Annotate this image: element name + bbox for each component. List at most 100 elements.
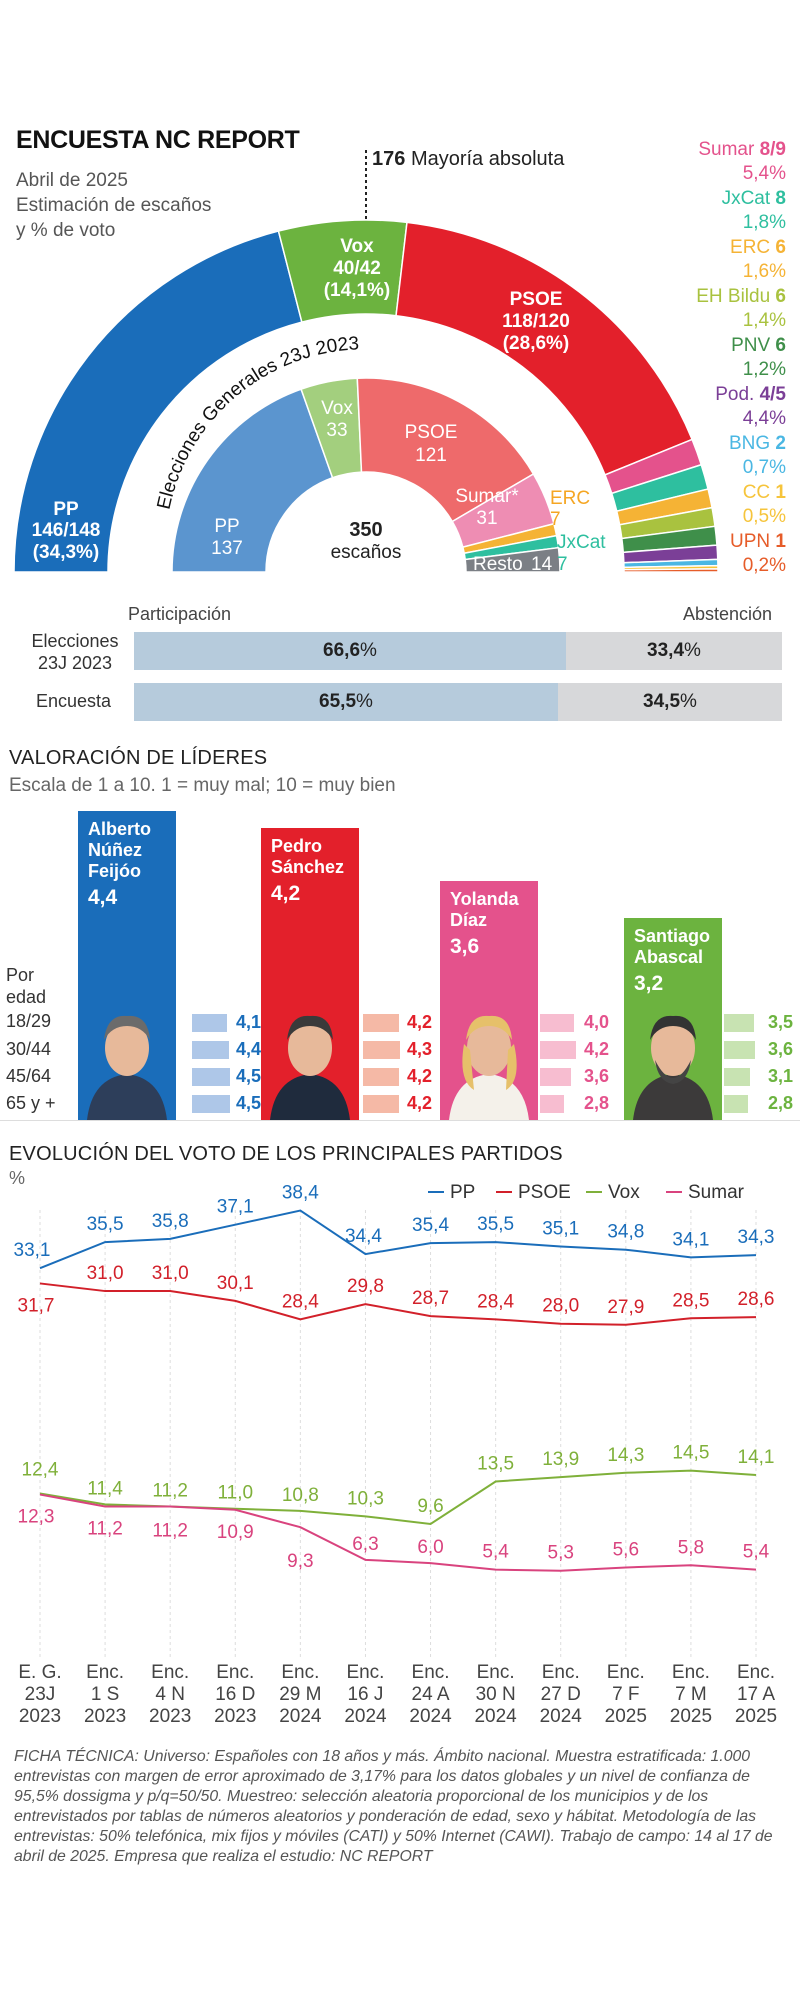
leader-score: 4,2 (271, 882, 301, 905)
vox-outer-name: Vox (340, 236, 374, 257)
psoe-outer-pct: (28,6%) (503, 333, 570, 354)
x-tick-label: 7 M (675, 1684, 707, 1705)
abstention-value: 34,5 (643, 691, 681, 712)
sumar-inner-seats: 31 (476, 508, 497, 529)
legend-party-seats: 1 (775, 482, 786, 503)
data-label: 11,4 (87, 1478, 123, 1499)
arc-resto-inner (464, 546, 561, 573)
age-value: 4,1 (236, 1012, 262, 1032)
legend-label: PSOE (518, 1182, 571, 1203)
leader-name: Pedro Sánchez (271, 836, 355, 878)
x-tick-label: 17 A (737, 1684, 775, 1705)
data-label: 28,6 (738, 1289, 775, 1310)
legend-party-pct: 4,4% (742, 408, 786, 429)
jxcat-inner-name: JxCat (557, 532, 606, 553)
x-tick-label: 2024 (474, 1706, 517, 1727)
data-label: 27,9 (607, 1297, 644, 1318)
legend-item: EH Bildu 6 1,4% (646, 285, 786, 334)
pp-inner-seats: 137 (211, 538, 243, 559)
erc-inner-name: ERC (550, 488, 590, 509)
data-label: 5,8 (678, 1537, 704, 1558)
legend-name-seats: EH Bildu 6 (646, 285, 786, 309)
legend-name-seats: JxCat 8 (646, 187, 786, 211)
age-bar (540, 1068, 571, 1086)
x-tick-label: Enc. (737, 1662, 775, 1683)
row-label-survey: Encuesta (36, 691, 112, 711)
data-label: 14,5 (672, 1443, 709, 1464)
legend-item: BNG 2 0,7% (646, 432, 786, 481)
x-tick-label: 29 M (279, 1684, 321, 1705)
legend-party-pct: 1,6% (742, 261, 786, 282)
leaders-title: VALORACIÓN DE LÍDERES (9, 747, 268, 769)
data-label: 6,3 (352, 1534, 378, 1555)
data-label: 10,8 (282, 1485, 319, 1506)
data-label: 33,1 (14, 1240, 51, 1261)
total-seats-number: 350 (349, 519, 382, 541)
data-label: 5,6 (613, 1539, 639, 1560)
abstention-bar-survey: 34,5% (558, 683, 782, 721)
legend-party-seats: 2 (775, 433, 786, 454)
legend-party-name: EH Bildu (696, 286, 776, 307)
leader-name: Yolanda Díaz (450, 889, 534, 931)
participation-header: Participación (128, 604, 232, 624)
abstention-header: Abstención (682, 604, 772, 624)
leaders-subtitle: Escala de 1 a 10. 1 = muy mal; 10 = muy … (9, 775, 396, 796)
data-label: 9,3 (287, 1551, 313, 1572)
legend-name-seats: BNG 2 (646, 432, 786, 456)
subtitle-line: Estimación de escaños (16, 195, 212, 216)
participation-bar-survey: 65,5% (134, 683, 558, 721)
legend-party-seats: 8/9 (759, 139, 786, 160)
x-tick-label: Enc. (346, 1662, 384, 1683)
leader-name: Alberto Núñez Feijóo (88, 819, 172, 882)
legend-item: Sumar 8/9 5,4% (646, 138, 786, 187)
vox-inner-seats: 33 (326, 420, 347, 441)
data-label: 28,5 (672, 1290, 709, 1311)
legend-party-seats: 1 (775, 531, 786, 552)
data-label: 10,9 (217, 1522, 254, 1543)
leaders-baseline (0, 1120, 800, 1121)
leader-name: Santiago Abascal (634, 926, 718, 968)
series-line-sumar (39, 1493, 757, 1572)
vox-outer-pct: (14,1%) (324, 280, 391, 301)
x-tick-label: 2024 (344, 1706, 387, 1727)
x-tick-label: 2023 (19, 1706, 61, 1727)
leader-portrait (87, 1015, 167, 1120)
age-value: 3,6 (584, 1066, 610, 1086)
age-label: 18/29 (6, 1011, 52, 1031)
resto-inner-name: Resto (473, 554, 523, 575)
legend-item: CC 1 0,5% (646, 481, 786, 530)
pp-outer-pct: (34,3%) (33, 542, 100, 563)
x-tick-label: 27 D (541, 1684, 581, 1705)
x-tick-label: 2023 (214, 1706, 256, 1727)
age-value: 3,6 (768, 1039, 794, 1059)
age-bar (363, 1041, 400, 1059)
leader-name-line: Abascal (634, 947, 704, 967)
x-tick-label: 2025 (605, 1706, 647, 1727)
outer-hemicycle (13, 219, 719, 573)
x-tick-label: 24 A (412, 1684, 450, 1705)
sumar-inner-name: Sumar* (455, 486, 519, 507)
age-label: 30/44 (6, 1039, 52, 1059)
legend-label: Vox (608, 1182, 640, 1203)
legend-name-seats: PNV 6 (646, 334, 786, 358)
age-bar (192, 1041, 229, 1059)
arc-upn-outer (623, 568, 719, 573)
legend-party-name: Pod. (715, 384, 760, 405)
row-label-elections: Elecciones 23J 2023 (20, 630, 130, 674)
psoe-inner-name: PSOE (405, 422, 458, 443)
age-value: 4,2 (584, 1039, 610, 1059)
legend-party-name: PNV (731, 335, 776, 356)
jxcat-inner-seats: 7 (557, 554, 568, 575)
resto-inner-seats: 14 (531, 554, 553, 575)
leader-score: 3,2 (634, 972, 664, 995)
pp-outer-seats: 146/148 (32, 520, 101, 541)
age-value: 4,0 (584, 1012, 610, 1032)
data-label: 28,0 (542, 1296, 579, 1317)
age-bar (540, 1014, 574, 1032)
data-label: 34,1 (672, 1229, 709, 1250)
data-label: 28,4 (282, 1291, 319, 1312)
data-label: 35,8 (152, 1211, 189, 1232)
data-label: 34,3 (738, 1227, 775, 1248)
data-label: 11,2 (87, 1519, 123, 1540)
age-value: 2,8 (584, 1093, 610, 1113)
